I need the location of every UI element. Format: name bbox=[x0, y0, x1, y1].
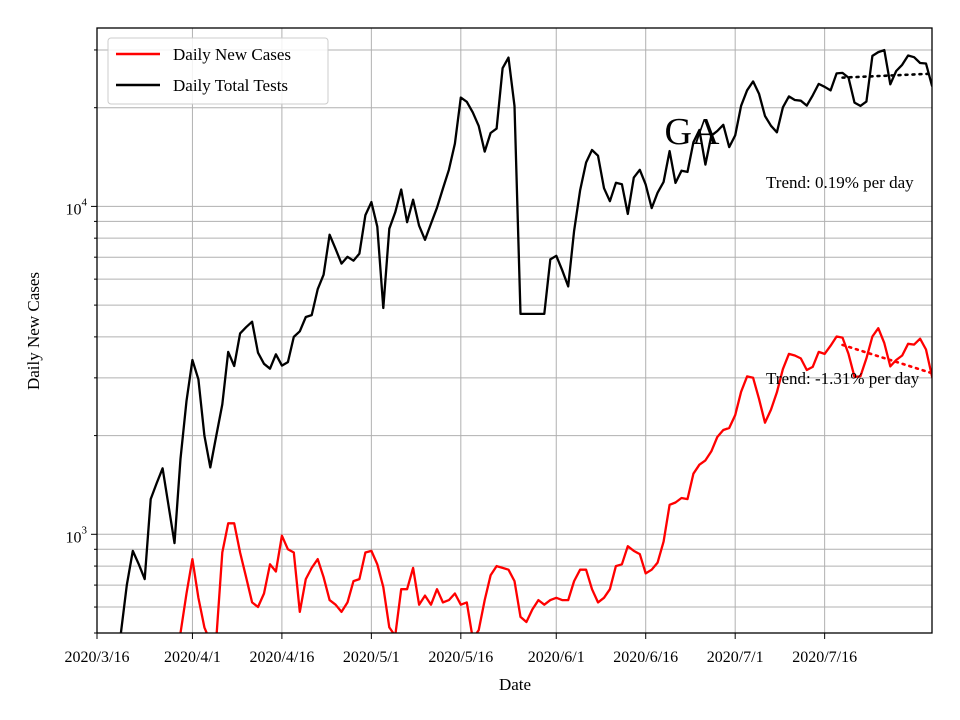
trend-line-cases bbox=[841, 343, 932, 375]
y-tick-label: 103 bbox=[66, 524, 88, 546]
x-axis-label: Date bbox=[499, 675, 531, 694]
trend-label-cases: Trend: -1.31% per day bbox=[766, 369, 920, 388]
y-axis-label: Daily New Cases bbox=[24, 272, 43, 390]
x-tick-label: 2020/7/16 bbox=[792, 649, 857, 666]
x-tick-label: 2020/4/1 bbox=[164, 649, 221, 666]
trend-lines bbox=[841, 72, 932, 375]
chart-title: GA bbox=[665, 111, 720, 153]
x-tick-label: 2020/5/16 bbox=[428, 649, 493, 666]
x-tick-label: 2020/7/1 bbox=[707, 649, 764, 666]
legend: Daily New Cases Daily Total Tests bbox=[107, 37, 329, 105]
line-daily-total-tests bbox=[119, 48, 932, 633]
trend-line-tests bbox=[841, 72, 932, 79]
x-tick-label: 2020/5/1 bbox=[343, 649, 400, 666]
x-tick-label: 2020/3/16 bbox=[65, 649, 130, 666]
line-daily-new-cases bbox=[120, 327, 932, 633]
axis-ticks: 2020/3/16 2020/4/1 2020/4/16 2020/5/1 2020/5… bbox=[65, 49, 857, 666]
y-tick-label: 104 bbox=[66, 196, 88, 218]
legend-label-tests: Daily Total Tests bbox=[173, 76, 288, 95]
plot-lines bbox=[119, 48, 932, 633]
x-tick-label: 2020/4/16 bbox=[249, 649, 314, 666]
plot-frame bbox=[96, 27, 933, 634]
legend-box bbox=[107, 37, 329, 105]
x-tick-label: 2020/6/16 bbox=[613, 649, 678, 666]
x-tick-label: 2020/6/1 bbox=[528, 649, 585, 666]
trend-label-tests: Trend: 0.19% per day bbox=[766, 173, 914, 192]
legend-label-cases: Daily New Cases bbox=[173, 45, 291, 64]
